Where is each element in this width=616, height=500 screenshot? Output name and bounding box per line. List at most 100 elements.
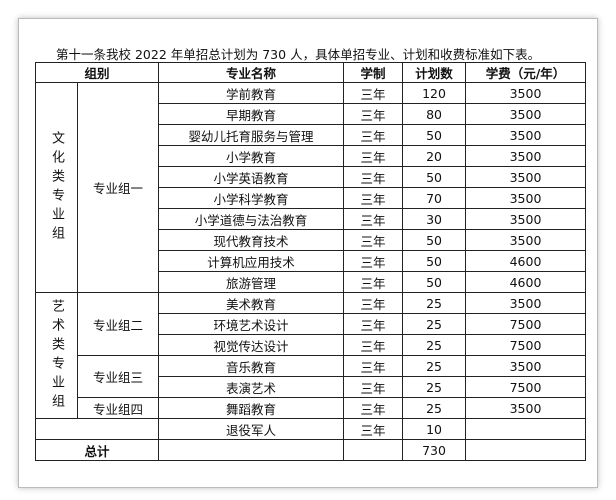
- data-cell: 三年: [343, 145, 404, 167]
- category-cell: 文化类专业组: [35, 82, 78, 293]
- header-cell: 专业名称: [158, 62, 345, 83]
- table-row: 总计 730: [34, 439, 587, 461]
- data-cell: 三年: [343, 124, 404, 146]
- data-cell: 小学道德与法治教育: [158, 208, 345, 230]
- table-row: 艺术类专业组 专业组二 美术教育 三年 25 3500: [35, 292, 587, 419]
- data-cell: 三年: [343, 292, 404, 314]
- data-cell: 50: [402, 166, 467, 188]
- data-cell: 7500: [465, 334, 587, 356]
- data-cell: 25: [402, 397, 467, 419]
- category-cell: 艺术类专业组: [35, 292, 78, 419]
- empty-cell: [158, 439, 345, 461]
- data-cell: 25: [402, 376, 467, 398]
- plan-table: 组别 专业名称 学制 计划数 学费（元/年） 文化类专业组 专业组一 学前教育 三年 120 350…: [34, 62, 587, 461]
- data-cell: 120: [402, 82, 467, 104]
- table-row: 小学科学教育 三年 70 3500: [36, 187, 587, 209]
- data-cell: 50: [402, 229, 467, 251]
- data-cell: 3500: [465, 124, 587, 146]
- empty-cell: [343, 439, 404, 461]
- data-cell: 表演艺术: [158, 376, 345, 398]
- data-cell: 退役军人: [158, 418, 345, 440]
- data-cell: 50: [402, 124, 467, 146]
- data-cell: 三年: [343, 208, 404, 230]
- table-row: 专业组三 音乐教育 三年 25 3500: [36, 355, 587, 398]
- table-row: 计算机应用技术 三年 50 4600: [36, 250, 587, 272]
- total-label: 总计: [34, 439, 160, 461]
- data-cell: 3500: [465, 292, 587, 314]
- data-cell: 3500: [465, 397, 587, 419]
- data-cell: 25: [402, 292, 467, 314]
- data-cell: 3500: [465, 229, 587, 251]
- data-cell: 三年: [343, 166, 404, 188]
- data-cell: 25: [402, 355, 467, 377]
- empty-cell: [465, 439, 587, 461]
- header-cell: 学费（元/年）: [465, 62, 587, 83]
- header-cell: 组别: [34, 62, 160, 83]
- data-cell: 7500: [465, 376, 587, 398]
- data-cell: 三年: [343, 418, 404, 440]
- table-row: 小学教育 三年 20 3500: [36, 145, 587, 167]
- data-cell: 80: [402, 103, 467, 125]
- data-cell: 三年: [343, 334, 404, 356]
- data-cell: 30: [402, 208, 467, 230]
- data-cell: 4600: [465, 271, 587, 293]
- empty-cell: [465, 418, 587, 440]
- data-cell: 小学英语教育: [158, 166, 345, 188]
- data-cell: 三年: [343, 397, 404, 419]
- data-cell: 20: [402, 145, 467, 167]
- data-cell: 50: [402, 271, 467, 293]
- data-cell: 小学教育: [158, 145, 345, 167]
- total-count: 730: [402, 439, 467, 461]
- data-cell: 音乐教育: [158, 355, 345, 377]
- subgroup-cell: 专业组四: [76, 397, 160, 419]
- data-cell: 三年: [343, 82, 404, 104]
- table-row: 组别 专业名称 学制 计划数 学费（元/年）: [34, 62, 587, 83]
- data-cell: 25: [402, 334, 467, 356]
- data-cell: 70: [402, 187, 467, 209]
- data-cell: 3500: [465, 355, 587, 377]
- data-cell: 7500: [465, 313, 587, 335]
- data-cell: 舞蹈教育: [158, 397, 345, 419]
- data-cell: 早期教育: [158, 103, 345, 125]
- data-cell: 4600: [465, 250, 587, 272]
- data-cell: 3500: [465, 187, 587, 209]
- data-cell: 三年: [343, 187, 404, 209]
- header-cell: 计划数: [402, 62, 467, 83]
- data-cell: 三年: [343, 250, 404, 272]
- table-row: 退役军人 三年 10: [34, 418, 587, 440]
- data-cell: 3500: [465, 166, 587, 188]
- data-cell: 三年: [343, 313, 404, 335]
- empty-cell: [34, 418, 160, 440]
- data-cell: 3500: [465, 103, 587, 125]
- intro-text: 第十一条我校 2022 年单招总计划为 730 人，具体单招专业、计划和收费标准…: [56, 47, 541, 62]
- data-cell: 视觉传达设计: [158, 334, 345, 356]
- table-row: 专业组四 舞蹈教育 三年 25 3500: [36, 397, 587, 419]
- subgroup-cell: 专业组三: [76, 355, 160, 398]
- data-cell: 三年: [343, 376, 404, 398]
- data-cell: 环境艺术设计: [158, 313, 345, 335]
- data-cell: 3500: [465, 82, 587, 104]
- data-cell: 小学科学教育: [158, 187, 345, 209]
- table-row: 文化类专业组 专业组一 学前教育 三年 120 3500: [35, 82, 587, 293]
- subgroup-cell: 专业组二: [76, 292, 160, 356]
- data-cell: 10: [402, 418, 467, 440]
- table-row: 小学英语教育 三年 50 3500: [36, 166, 587, 188]
- data-cell: 25: [402, 313, 467, 335]
- data-cell: 3500: [465, 208, 587, 230]
- data-cell: 三年: [343, 355, 404, 377]
- data-cell: 学前教育: [158, 82, 345, 104]
- header-cell: 学制: [343, 62, 404, 83]
- table-row: 现代教育技术 三年 50 3500: [36, 229, 587, 251]
- data-cell: 3500: [465, 145, 587, 167]
- data-cell: 三年: [343, 271, 404, 293]
- data-cell: 婴幼儿托育服务与管理: [158, 124, 345, 146]
- data-cell: 现代教育技术: [158, 229, 345, 251]
- data-cell: 50: [402, 250, 467, 272]
- subgroup-cell: 专业组一: [76, 82, 160, 293]
- data-cell: 三年: [343, 103, 404, 125]
- data-cell: 旅游管理: [158, 271, 345, 293]
- table-row: 视觉传达设计 三年 25 7500: [36, 334, 587, 356]
- data-cell: 美术教育: [158, 292, 345, 314]
- data-cell: 三年: [343, 229, 404, 251]
